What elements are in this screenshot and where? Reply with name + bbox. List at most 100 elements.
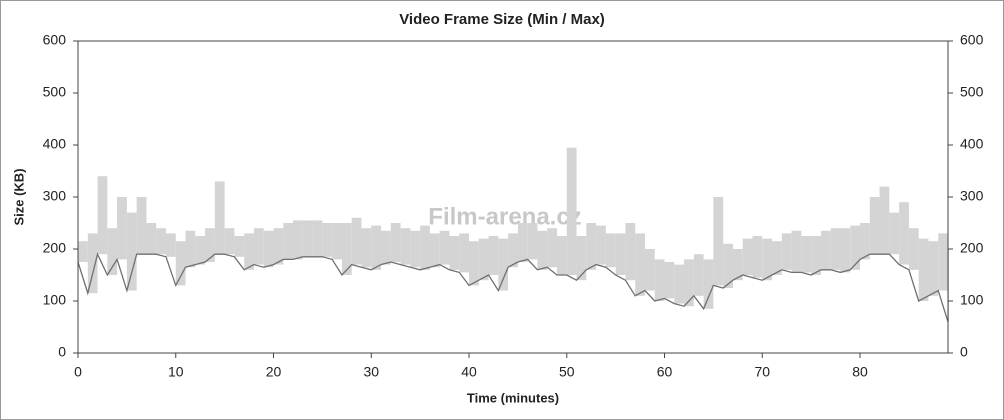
y2-tick-label: 500 xyxy=(960,84,984,100)
range-band xyxy=(762,238,773,281)
range-band xyxy=(840,228,851,273)
x-tick-label: 70 xyxy=(754,364,770,380)
x-tick-label: 30 xyxy=(363,364,379,380)
range-band xyxy=(420,225,430,270)
range-band xyxy=(381,230,391,265)
range-band xyxy=(214,181,225,255)
range-band xyxy=(126,212,137,291)
y-tick-label: 300 xyxy=(43,188,67,204)
y-tick-label: 500 xyxy=(43,84,67,100)
range-band xyxy=(556,236,567,275)
range-band xyxy=(860,223,870,260)
range-band xyxy=(576,236,587,281)
range-band xyxy=(205,228,215,262)
range-band xyxy=(498,238,509,291)
range-band xyxy=(713,197,724,286)
range-band xyxy=(302,220,313,257)
range-band xyxy=(371,225,382,270)
range-band xyxy=(615,233,626,275)
range-band xyxy=(772,241,782,275)
y2-tick-label: 0 xyxy=(960,344,968,360)
chart-title: Video Frame Size (Min / Max) xyxy=(399,11,605,28)
range-band xyxy=(97,176,108,255)
range-band xyxy=(605,233,616,268)
y2-tick-label: 600 xyxy=(960,32,984,48)
range-band xyxy=(165,233,176,257)
range-band xyxy=(938,233,948,291)
range-band xyxy=(117,197,127,260)
y-tick-label: 200 xyxy=(43,240,67,256)
range-band xyxy=(332,223,342,260)
range-band xyxy=(752,236,763,278)
y2-tick-label: 100 xyxy=(960,292,984,308)
range-band xyxy=(918,238,929,301)
range-band xyxy=(703,259,714,309)
min-line xyxy=(77,252,949,322)
range-band xyxy=(449,236,460,270)
range-band xyxy=(361,228,372,268)
y-tick-label: 600 xyxy=(43,32,67,48)
range-band xyxy=(723,243,733,288)
range-band xyxy=(684,259,694,307)
range-band xyxy=(156,228,166,255)
range-band xyxy=(664,262,675,299)
range-band xyxy=(517,223,528,262)
range-band xyxy=(889,212,900,255)
y2-tick-label: 200 xyxy=(960,240,984,256)
range-band xyxy=(351,217,362,265)
range-band xyxy=(263,230,274,268)
range-band xyxy=(596,225,606,265)
range-band xyxy=(791,230,802,273)
x-tick-label: 50 xyxy=(559,364,575,380)
range-band xyxy=(469,241,479,286)
range-band xyxy=(635,233,645,296)
y-tick-label: 400 xyxy=(43,136,67,152)
range-band xyxy=(253,228,264,265)
range-band xyxy=(488,236,499,275)
range-band xyxy=(244,233,254,270)
range-band xyxy=(732,249,743,281)
range-band xyxy=(899,202,909,265)
range-band xyxy=(801,236,812,273)
range-band xyxy=(87,233,98,294)
range-band xyxy=(820,230,831,270)
x-tick-label: 40 xyxy=(461,364,477,380)
y-tick-label: 0 xyxy=(58,344,66,360)
range-band xyxy=(459,233,470,273)
range-band xyxy=(547,228,557,268)
range-band xyxy=(908,228,919,270)
x-tick-label: 0 xyxy=(74,364,82,380)
range-band xyxy=(879,186,890,255)
range-band xyxy=(527,223,538,260)
range-band xyxy=(224,228,235,255)
range-band xyxy=(850,225,861,270)
y-tick-label: 100 xyxy=(43,292,67,308)
range-band xyxy=(175,241,186,286)
range-band xyxy=(341,223,352,275)
x-tick-label: 20 xyxy=(266,364,282,380)
range-band xyxy=(586,223,597,270)
range-band xyxy=(928,241,939,296)
range-band xyxy=(390,223,401,262)
range-band xyxy=(654,259,665,301)
y2-tick-label: 400 xyxy=(960,136,984,152)
range-band xyxy=(644,249,655,291)
range-band xyxy=(273,228,284,265)
range-band xyxy=(136,197,147,255)
range-band xyxy=(742,238,753,275)
range-band xyxy=(312,220,323,257)
range-band xyxy=(78,241,88,262)
range-band xyxy=(400,228,411,265)
range-band xyxy=(674,264,685,304)
range-band xyxy=(146,223,157,255)
y-axis-label: Size (KB) xyxy=(11,168,26,225)
range-band xyxy=(537,230,548,270)
range-band xyxy=(283,223,294,260)
x-tick-label: 80 xyxy=(852,364,868,380)
range-band xyxy=(508,233,518,268)
range-band xyxy=(781,233,792,270)
range-band xyxy=(185,230,196,268)
range-band xyxy=(625,223,636,281)
range-band xyxy=(830,228,841,270)
